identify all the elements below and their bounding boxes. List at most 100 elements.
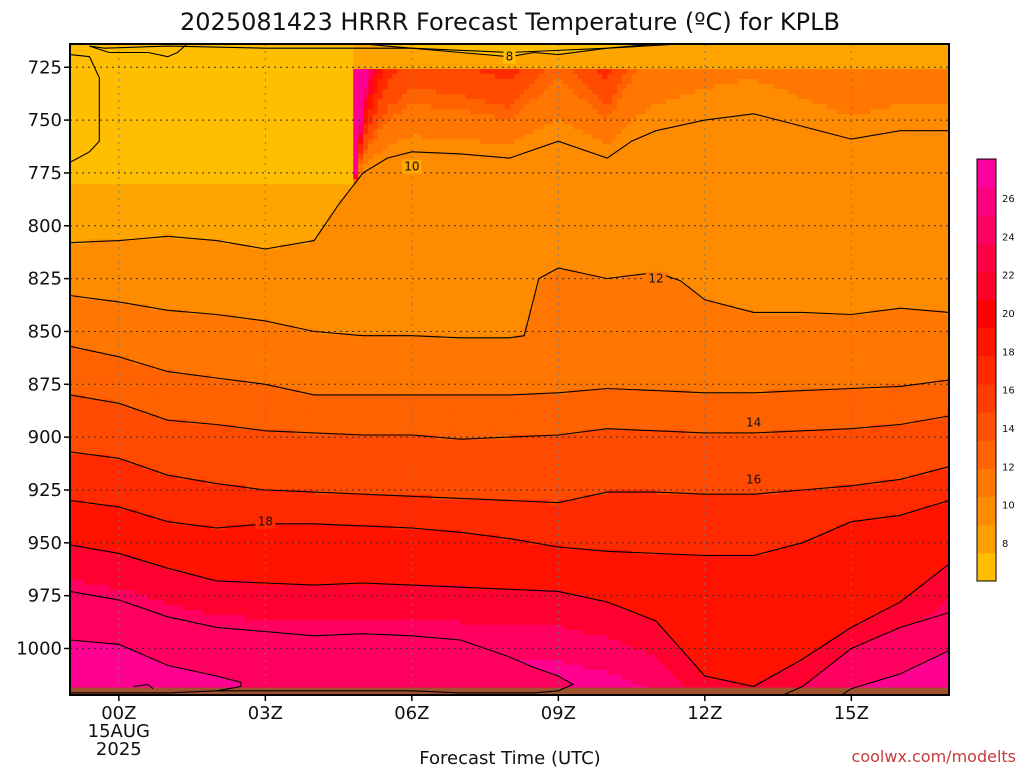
field-cell	[196, 114, 203, 120]
field-cell	[167, 264, 174, 270]
field-cell	[94, 479, 100, 486]
field-cell	[216, 114, 222, 120]
field-cell	[182, 284, 188, 290]
field-cell	[84, 169, 91, 175]
field-cell	[167, 54, 174, 60]
field-cell	[211, 479, 218, 486]
field-cell	[99, 159, 105, 165]
field-cell	[89, 539, 96, 546]
field-cell	[148, 54, 154, 60]
field-cell	[172, 524, 179, 531]
field-cell	[206, 379, 213, 386]
field-cell	[79, 329, 86, 336]
field-cell	[79, 484, 86, 491]
field-cell	[187, 604, 193, 611]
field-cell	[148, 269, 154, 275]
field-cell	[240, 84, 247, 90]
field-cell	[167, 114, 174, 120]
field-cell	[255, 289, 262, 295]
field-cell	[187, 149, 193, 155]
field-cell	[177, 194, 183, 200]
field-cell	[192, 194, 198, 200]
field-cell	[182, 289, 188, 295]
field-cell	[167, 79, 174, 85]
field-cell	[109, 164, 115, 170]
field-cell	[231, 579, 237, 586]
field-cell	[89, 289, 96, 295]
field-cell	[99, 544, 105, 551]
field-cell	[113, 104, 120, 110]
field-cell	[157, 74, 164, 80]
field-cell	[187, 579, 193, 586]
field-cell	[148, 74, 154, 80]
field-cell	[221, 274, 227, 280]
field-cell	[153, 544, 159, 551]
field-cell	[128, 79, 135, 85]
field-cell	[192, 534, 198, 541]
field-cell	[128, 104, 135, 110]
field-cell	[216, 369, 222, 376]
field-cell	[221, 229, 227, 235]
field-cell	[157, 194, 164, 200]
field-cell	[172, 374, 179, 381]
field-cell	[236, 264, 242, 270]
field-cell	[245, 399, 252, 406]
field-cell	[143, 459, 149, 466]
field-cell	[133, 549, 139, 556]
field-cell	[236, 79, 242, 85]
field-cell	[94, 469, 100, 476]
field-cell	[196, 569, 203, 576]
field-cell	[79, 509, 86, 516]
field-cell	[99, 239, 105, 245]
field-cell	[89, 419, 96, 426]
field-cell	[201, 294, 208, 300]
field-cell	[157, 424, 164, 431]
field-cell	[99, 584, 105, 591]
field-cell	[157, 204, 164, 210]
field-cell	[250, 519, 257, 526]
field-cell	[153, 444, 159, 451]
field-cell	[211, 234, 218, 240]
field-cell	[177, 514, 183, 521]
field-cell	[99, 324, 105, 331]
field-cell	[157, 584, 164, 591]
field-cell	[196, 539, 203, 546]
field-cell	[216, 119, 222, 125]
field-cell	[74, 159, 81, 165]
field-cell	[104, 219, 110, 225]
field-cell	[245, 389, 252, 396]
field-cell	[236, 279, 242, 285]
field-cell	[211, 74, 218, 80]
field-cell	[231, 244, 237, 250]
field-cell	[162, 594, 169, 601]
field-cell	[245, 349, 252, 356]
field-cell	[226, 624, 232, 631]
field-cell	[216, 264, 222, 270]
field-cell	[94, 589, 100, 596]
field-cell	[70, 229, 76, 235]
field-cell	[177, 324, 183, 331]
field-cell	[153, 339, 159, 346]
field-cell	[187, 119, 193, 125]
field-cell	[138, 194, 144, 200]
field-cell	[177, 79, 183, 85]
field-cell	[133, 554, 139, 561]
field-cell	[74, 284, 81, 290]
field-cell	[104, 264, 110, 270]
field-cell	[128, 319, 135, 326]
field-cell	[79, 179, 86, 185]
field-cell	[104, 164, 110, 170]
field-cell	[172, 284, 179, 290]
field-cell	[206, 599, 213, 606]
field-cell	[148, 49, 154, 55]
field-cell	[250, 149, 257, 155]
field-cell	[182, 184, 188, 190]
field-cell	[187, 394, 193, 401]
field-cell	[133, 84, 139, 90]
field-cell	[79, 399, 86, 406]
field-cell	[138, 519, 144, 526]
field-cell	[70, 484, 76, 491]
field-cell	[231, 489, 237, 496]
field-cell	[231, 389, 237, 396]
field-cell	[74, 469, 81, 476]
